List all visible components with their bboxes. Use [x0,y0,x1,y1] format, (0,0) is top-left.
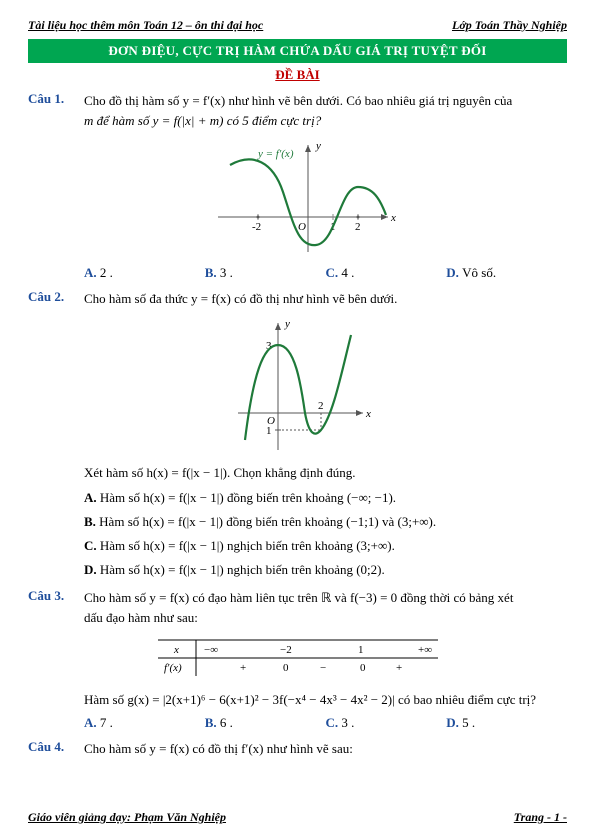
q2-figure: x y O 2 3 1 [28,315,567,459]
q1-tick-O: O [298,221,306,233]
st-s4: + [396,662,402,674]
hdr-right: Lớp Toán Thầy Nghiệp [452,18,567,33]
st-s3: 0 [360,662,366,674]
q1-optD: Vô số. [462,265,496,280]
q2-xet: Xét hàm số h(x) = f(|x − 1|). Chọn khẳng… [84,463,567,483]
q2-B: Hàm số h(x) = f(|x − 1|) đồng biến trên … [99,514,436,529]
hdr-left: Tài liệu học thêm môn Toán 12 – ôn thi đ… [28,18,263,33]
q3-optA: 7 . [100,715,113,730]
q3-sign-table: x f′(x) −∞ −2 1 +∞ + 0 − 0 + [28,636,567,684]
st-v0: −∞ [204,644,218,656]
q1-body: Cho đồ thị hàm số y = f′(x) như hình vẽ … [84,91,567,131]
subheading: ĐỀ BÀI [28,67,567,83]
q1-figure: x y -2 O 1 2 y = f′(x) [28,137,567,261]
q1-line2: m để hàm số y = f(|x| + m) có 5 điểm cực… [84,113,321,128]
st-s0: + [240,662,246,674]
q4-text: Cho hàm số y = f(x) có đồ thị f′(x) như … [84,739,567,759]
q3-optC: 3 . [341,715,354,730]
st-fprime: f′(x) [164,662,182,674]
q3-gx: Hàm số g(x) = |2(x+1)⁶ − 6(x+1)² − 3f(−x… [84,690,567,710]
q2-A: Hàm số h(x) = f(|x − 1|) đồng biến trên … [100,490,396,505]
q2-label: Câu 2. [28,289,84,309]
st-v2: 1 [358,644,364,656]
q2-y1: 1 [266,425,272,437]
st-s2: − [320,662,326,674]
q1-options: A. 2 . B. 3 . C. 4 . D. Vô số. [84,265,567,281]
q3-line1: Cho hàm số y = f(x) có đạo hàm liên tục … [84,590,513,605]
q1-tick-2: 2 [355,221,361,233]
q3-line2: dấu đạo hàm như sau: [84,610,198,625]
q1-curve-label: y = f′(x) [257,148,294,160]
foot-left: Giáo viên giảng dạy: Phạm Văn Nghiệp [28,810,226,825]
q3-label: Câu 3. [28,588,84,628]
q1-optA: 2 . [100,265,113,280]
st-s1: 0 [283,662,289,674]
st-v1: −2 [280,644,292,656]
q3-options: A. 7 . B. 6 . C. 3 . D. 5 . [84,715,567,731]
svg-text:x: x [390,212,396,224]
q2-text: Cho hàm số đa thức y = f(x) có đồ thị nh… [84,289,567,309]
q3-optD: 5 . [462,715,475,730]
q2-x2: 2 [318,400,324,412]
foot-right: Trang - 1 - [514,810,567,825]
svg-text:y: y [315,140,321,152]
q3-optB: 6 . [220,715,233,730]
q1-tick-neg2: -2 [252,221,261,233]
svg-text:y: y [284,318,290,330]
q3-body: Cho hàm số y = f(x) có đạo hàm liên tục … [84,588,567,628]
q2-D: Hàm số h(x) = f(|x − 1|) nghịch biến trê… [100,562,385,577]
st-v3: +∞ [418,644,432,656]
q1-optC: 4 . [341,265,354,280]
banner: ĐƠN ĐIỆU, CỰC TRỊ HÀM CHỨA DẤU GIÁ TRỊ T… [28,39,567,63]
q2-statements: Xét hàm số h(x) = f(|x − 1|). Chọn khẳng… [84,463,567,580]
q1-optB: 3 . [220,265,233,280]
q1-label: Câu 1. [28,91,84,131]
q2-C: Hàm số h(x) = f(|x − 1|) nghịch biến trê… [100,538,395,553]
q4-label: Câu 4. [28,739,84,759]
q1-line1: Cho đồ thị hàm số y = f′(x) như hình vẽ … [84,93,512,108]
svg-text:x: x [365,408,371,420]
st-x: x [173,644,179,656]
